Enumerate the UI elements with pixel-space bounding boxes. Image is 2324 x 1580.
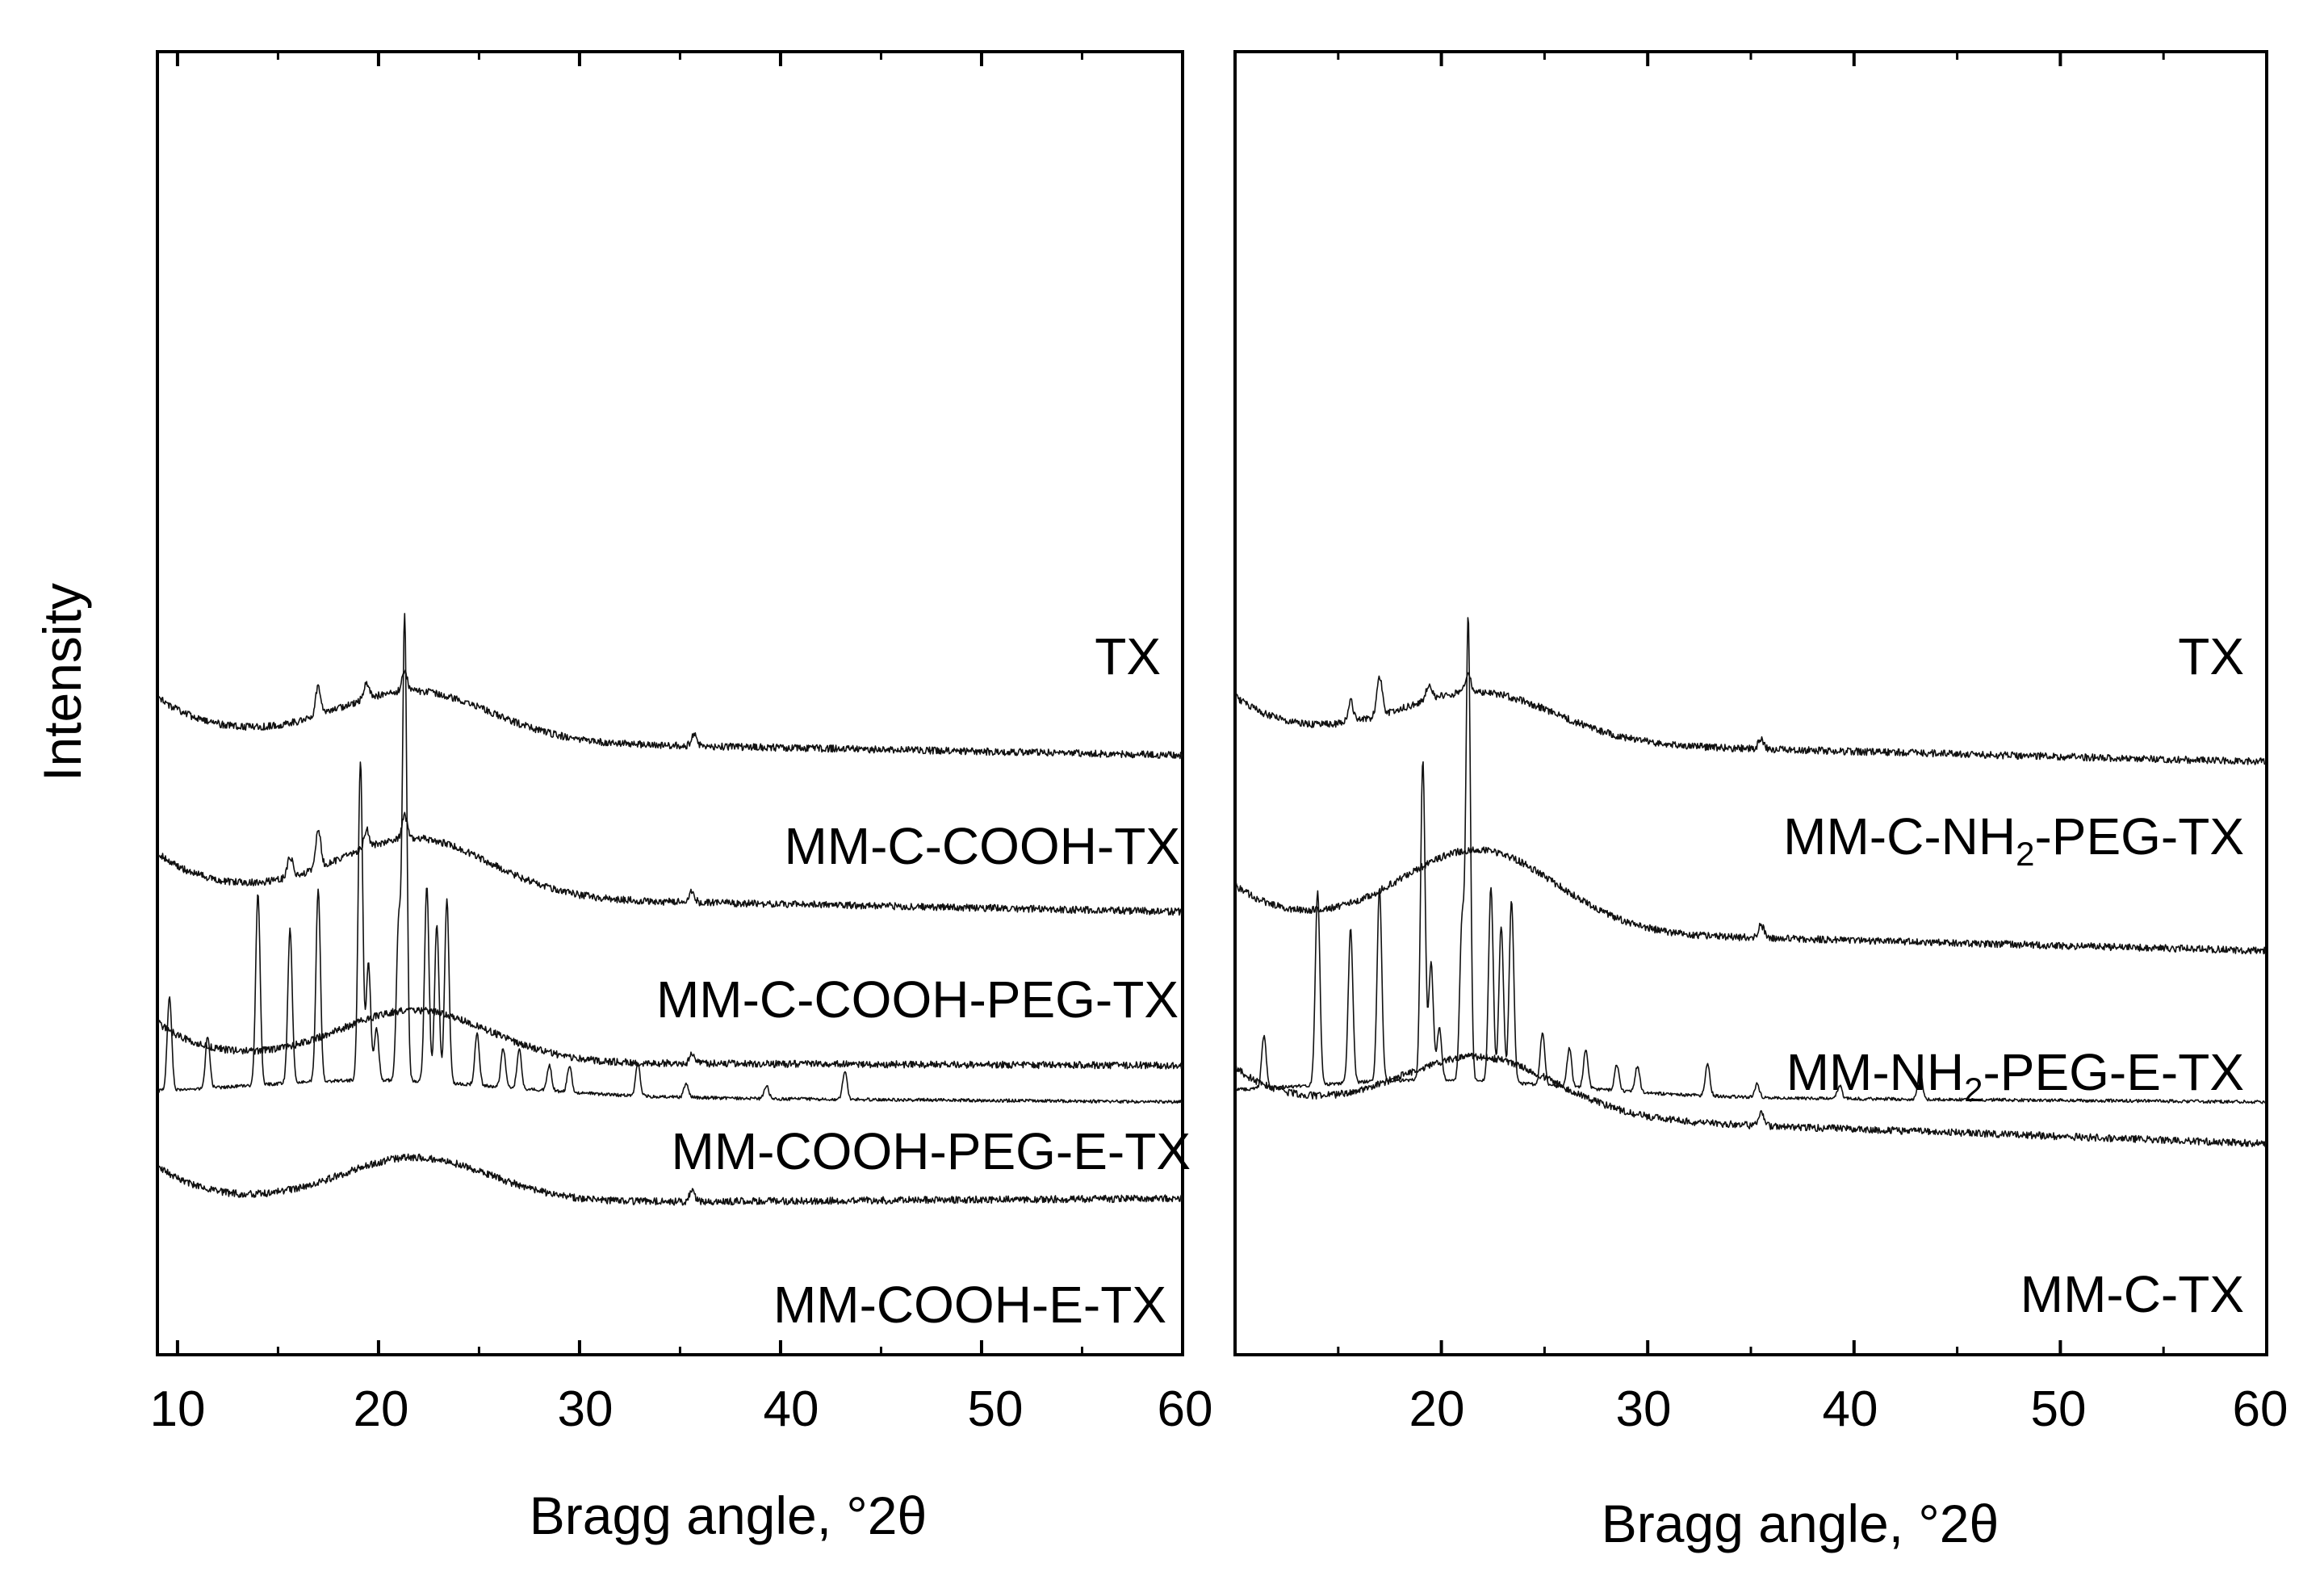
x-tick-label: 20	[354, 1381, 409, 1437]
series-trace-mm-c-nh2-peg-tx	[1235, 672, 2267, 765]
x-tick-label: 30	[558, 1381, 613, 1437]
plot-frame	[1233, 50, 2268, 1356]
series-trace-mm-c-cooh-tx	[157, 668, 1183, 760]
series-trace-mm-c-cooh-peg-tx	[157, 811, 1183, 916]
series-label-tx: TX	[1095, 627, 1161, 685]
x-tick-label: 60	[2233, 1381, 2288, 1437]
x-tick-label: 60	[1158, 1381, 1213, 1437]
series-trace-mm-cooh-peg-e-tx	[157, 1007, 1183, 1070]
series-label-tx: TX	[2178, 627, 2244, 685]
series-label-mm-cooh-e-tx: MM-COOH-E-TX	[773, 1276, 1166, 1334]
series-label-mm-c-cooh-tx: MM-C-COOH-TX	[784, 817, 1180, 875]
x-tick-label: 10	[150, 1381, 206, 1437]
x-tick-label: 20	[1409, 1381, 1465, 1437]
panel-right: 20 30 40 50 60 TX MM-C-NH2-PEG-TX MM-NH2-PEG-E-…	[1233, 50, 2288, 1437]
series-label-mm-cooh-peg-e-tx: MM-COOH-PEG-E-TX	[672, 1122, 1191, 1180]
x-axis-label-left: Bragg angle, °2θ	[530, 1486, 927, 1545]
x-tick-label: 30	[1616, 1381, 1672, 1437]
panel-left: 10 20 30 40 50 60 TX MM-C-COOH-TX MM-C-COOH-PEG-…	[150, 50, 1213, 1437]
x-tick-label: 40	[1823, 1381, 1878, 1437]
x-tick-label: 40	[764, 1381, 819, 1437]
series-label-mm-c-nh2-peg-tx: MM-C-NH2-PEG-TX	[1783, 807, 2244, 873]
x-tick-label: 50	[968, 1381, 1024, 1437]
series-trace-tx	[157, 613, 1183, 1104]
x-tick-label: 50	[2031, 1381, 2087, 1437]
series-trace-mm-cooh-e-tx	[157, 1153, 1183, 1206]
series-trace-mm-nh2-peg-e-tx	[1235, 846, 2267, 955]
series-label-mm-c-cooh-peg-tx: MM-C-COOH-PEG-TX	[656, 970, 1179, 1029]
series-label-mm-nh2-peg-e-tx: MM-NH2-PEG-E-TX	[1786, 1043, 2244, 1109]
series-trace-tx	[1235, 617, 2267, 1104]
series-label-mm-c-tx: MM-C-TX	[2020, 1265, 2244, 1323]
series-trace-mm-c-tx	[1235, 1052, 2267, 1148]
x-axis-label-right: Bragg angle, °2θ	[1602, 1494, 1999, 1553]
plot-frame	[156, 50, 1184, 1356]
y-axis-label: Intensity	[32, 583, 92, 782]
